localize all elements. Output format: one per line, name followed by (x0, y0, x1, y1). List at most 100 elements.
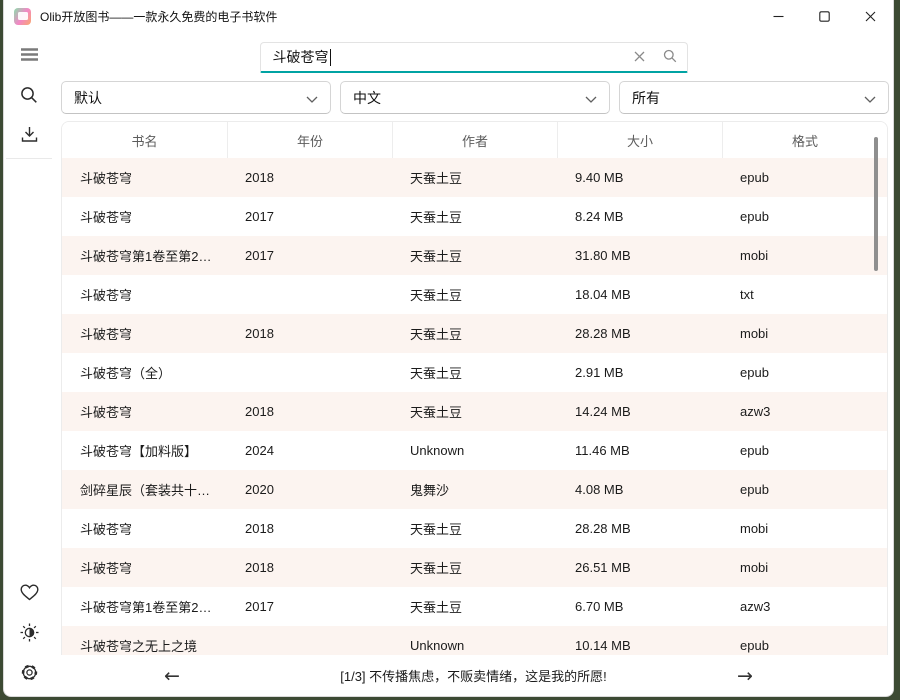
cell-size: 2.91 MB (575, 365, 624, 380)
table-row[interactable]: 斗破苍穹之无上之境 Unknown 10.14 MB epub (62, 626, 887, 655)
cell-size: 11.46 MB (575, 443, 630, 458)
cell-author: 天蚕土豆 (410, 366, 463, 381)
table-row[interactable]: 斗破苍穹 2018 天蚕土豆 28.28 MB mobi (62, 314, 887, 353)
footer-bar: ← [1/3] 不传播焦虑，不贩卖情绪，这是我的所愿! → (54, 655, 893, 696)
sidebar-divider (6, 158, 52, 159)
table-row[interactable]: 斗破苍穹 2018 天蚕土豆 26.51 MB mobi (62, 548, 887, 587)
cell-format: epub (740, 482, 769, 497)
format-dropdown[interactable]: 所有 (619, 81, 889, 114)
format-dropdown-value: 所有 (632, 89, 660, 106)
table-row[interactable]: 斗破苍穹第1卷至第2… 2017 天蚕土豆 31.80 MB mobi (62, 236, 887, 275)
cell-author: 天蚕土豆 (410, 171, 463, 186)
sidebar-settings-button[interactable] (9, 654, 49, 694)
vertical-scrollbar[interactable] (874, 137, 878, 271)
cell-author: 天蚕土豆 (410, 288, 463, 303)
maximize-button[interactable] (801, 0, 847, 32)
cell-format: epub (740, 365, 769, 380)
table-row[interactable]: 斗破苍穹【加料版】 2024 Unknown 11.46 MB epub (62, 431, 887, 470)
sidebar-menu-button[interactable] (9, 36, 49, 76)
table-row[interactable]: 斗破苍穹第1卷至第2… 2017 天蚕土豆 6.70 MB azw3 (62, 587, 887, 626)
cell-author: 天蚕土豆 (410, 327, 463, 342)
cell-size: 8.24 MB (575, 209, 624, 224)
table-row[interactable]: 斗破苍穹（全） 天蚕土豆 2.91 MB epub (62, 353, 887, 392)
heart-icon (19, 584, 39, 604)
chevron-down-icon (864, 90, 876, 106)
column-header-author[interactable]: 作者 (392, 122, 557, 158)
prev-page-button[interactable]: ← (152, 655, 192, 696)
column-header-year[interactable]: 年份 (227, 122, 392, 158)
table-body: 斗破苍穹 2018 天蚕土豆 9.40 MB epub 斗破苍穹 2017 天蚕土豆 8.24 … (62, 158, 887, 655)
cell-year (227, 353, 392, 392)
cell-title: 斗破苍穹 (80, 405, 133, 420)
cell-year: 2018 (245, 170, 274, 185)
table-row[interactable]: 斗破苍穹 2017 天蚕土豆 8.24 MB epub (62, 197, 887, 236)
cell-format: azw3 (740, 599, 771, 614)
clear-search-button[interactable] (634, 50, 645, 65)
search-input-value: 斗破苍穹 (272, 49, 329, 65)
cell-format: mobi (740, 248, 769, 263)
cell-year: 2018 (245, 560, 274, 575)
settings-gear-icon (20, 663, 39, 685)
maximize-icon (818, 10, 830, 22)
chevron-down-icon (306, 90, 318, 106)
cell-author: 鬼舞沙 (410, 483, 450, 498)
cell-year: 2018 (245, 521, 274, 536)
submit-search-button[interactable] (663, 49, 677, 66)
cell-size: 14.24 MB (575, 404, 631, 419)
magnifier-icon (663, 49, 677, 66)
next-page-button[interactable]: → (725, 655, 765, 696)
sidebar-search-button[interactable] (9, 76, 49, 116)
cell-title: 斗破苍穹 (80, 210, 133, 225)
table-row[interactable]: 斗破苍穹 2018 天蚕土豆 14.24 MB azw3 (62, 392, 887, 431)
page-status-text: [1/3] 不传播焦虑，不贩卖情绪，这是我的所愿! (340, 669, 607, 684)
table-row[interactable]: 斗破苍穹 2018 天蚕土豆 28.28 MB mobi (62, 509, 887, 548)
minimize-button[interactable] (755, 0, 801, 32)
cell-size: 26.51 MB (575, 560, 631, 575)
cell-title: 剑碎星辰（套装共十… (80, 483, 211, 498)
window-controls (755, 0, 893, 32)
cell-format: epub (740, 443, 769, 458)
table-header-row: 书名 年份 作者 大小 格式 (62, 122, 887, 158)
language-dropdown[interactable]: 中文 (340, 81, 610, 114)
app-logo-icon (14, 7, 31, 25)
column-header-size[interactable]: 大小 (557, 122, 722, 158)
cell-year: 2017 (245, 599, 274, 614)
cell-year: 2020 (245, 482, 274, 497)
app-window: Olib开放图书——一款永久免费的电子书软件 (3, 0, 894, 697)
column-header-format[interactable]: 格式 (722, 122, 887, 158)
cell-year: 2024 (245, 443, 274, 458)
text-caret (329, 48, 331, 66)
hamburger-menu-icon (20, 48, 38, 64)
sidebar-theme-button[interactable] (9, 614, 49, 654)
cell-format: txt (740, 287, 754, 302)
cell-author: 天蚕土豆 (410, 405, 463, 420)
cell-year (227, 275, 392, 314)
cell-format: mobi (740, 560, 769, 575)
cell-size: 6.70 MB (575, 599, 624, 614)
cell-size: 10.14 MB (575, 638, 631, 653)
sidebar-favorites-button[interactable] (9, 574, 49, 614)
table-row[interactable]: 斗破苍穹 天蚕土豆 18.04 MB txt (62, 275, 887, 314)
cell-title: 斗破苍穹 (80, 327, 133, 342)
sort-dropdown-value: 默认 (74, 89, 102, 106)
table-row[interactable]: 斗破苍穹 2018 天蚕土豆 9.40 MB epub (62, 158, 887, 197)
cell-title: 斗破苍穹 (80, 522, 133, 537)
column-header-title[interactable]: 书名 (62, 122, 227, 158)
table-row[interactable]: 剑碎星辰（套装共十… 2020 鬼舞沙 4.08 MB epub (62, 470, 887, 509)
search-input[interactable]: 斗破苍穹 (259, 42, 688, 73)
cell-title: 斗破苍穹第1卷至第2… (80, 600, 212, 615)
language-dropdown-value: 中文 (353, 89, 381, 106)
sidebar-download-button[interactable] (9, 116, 49, 156)
cell-format: azw3 (740, 404, 771, 419)
window-title: Olib开放图书——一款永久免费的电子书软件 (40, 9, 278, 24)
cell-year (227, 626, 392, 655)
cell-author: 天蚕土豆 (410, 600, 463, 615)
close-button[interactable] (847, 0, 893, 32)
cell-size: 9.40 MB (575, 170, 624, 185)
cell-author: 天蚕土豆 (410, 210, 463, 225)
cell-year: 2018 (245, 404, 274, 419)
results-table: 书名 年份 作者 大小 格式 斗破苍穹 2018 天蚕土豆 9.40 MB epub 斗破苍穹 20… (61, 121, 888, 655)
search-icon (20, 86, 38, 107)
sort-dropdown[interactable]: 默认 (61, 81, 331, 114)
cell-size: 18.04 MB (575, 287, 631, 302)
